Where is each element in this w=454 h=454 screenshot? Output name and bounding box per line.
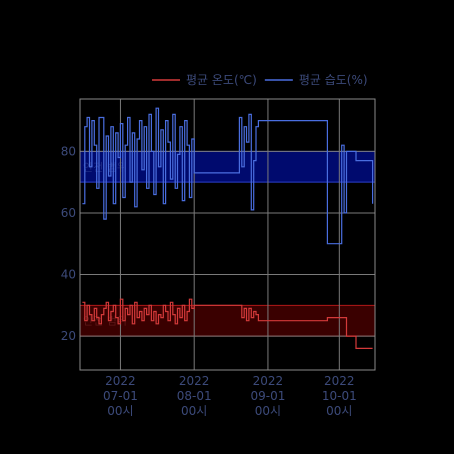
y-tick-label: 60 bbox=[61, 206, 76, 220]
x-tick-label: 2022 bbox=[179, 374, 210, 388]
x-tick-label: 09-01 bbox=[251, 389, 286, 403]
x-tick-label: 00시 bbox=[107, 404, 133, 418]
y-tick-label: 80 bbox=[61, 144, 76, 158]
plot-frame bbox=[79, 98, 376, 371]
safe-range-band bbox=[80, 151, 375, 183]
x-tick-label: 2022 bbox=[324, 374, 355, 388]
x-tick-label: 00시 bbox=[255, 404, 281, 418]
legend-label: 평균 온도(℃) bbox=[186, 73, 257, 87]
x-tick-label: 2022 bbox=[253, 374, 284, 388]
series-line bbox=[82, 107, 374, 245]
x-tick-label: 2022 bbox=[105, 374, 136, 388]
x-tick-label: 00시 bbox=[326, 404, 352, 418]
y-tick-label: 20 bbox=[61, 329, 76, 343]
legend-label: 평균 습도(%) bbox=[299, 73, 368, 87]
y-tick-label: 40 bbox=[61, 268, 76, 282]
series-line bbox=[82, 298, 373, 349]
x-tick-label: 07-01 bbox=[103, 389, 138, 403]
x-tick-label: 00시 bbox=[181, 404, 207, 418]
x-tick-label: 10-01 bbox=[322, 389, 357, 403]
x-tick-label: 08-01 bbox=[177, 389, 212, 403]
